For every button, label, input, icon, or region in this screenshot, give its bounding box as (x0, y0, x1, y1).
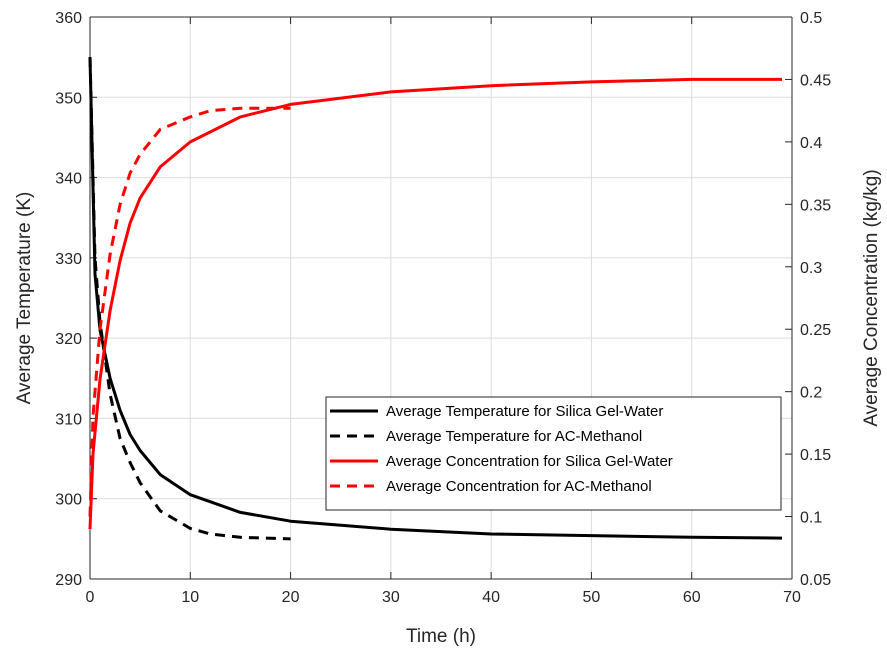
y-left-tick-label: 350 (55, 90, 82, 107)
legend-box (325, 396, 782, 511)
legend-label-2: Average Temperature for AC-Methanol (386, 428, 642, 445)
y-left-tick-label: 310 (55, 411, 82, 428)
y-right-tick-label: 0.05 (800, 572, 831, 589)
y-right-tick-label: 0.45 (800, 72, 831, 89)
y-left-tick-labels: 290 300 310 320 330 340 350 360 (55, 10, 82, 589)
axes (89, 16, 793, 580)
y-left-tick-label: 290 (55, 572, 82, 589)
y-left-axis-title: Average Temperature (K) (14, 192, 35, 405)
x-tick-label: 70 (783, 589, 801, 606)
y-left-tick-label: 300 (55, 492, 82, 509)
y-right-tick-label: 0.15 (800, 447, 831, 464)
x-tick-label: 0 (86, 589, 95, 606)
y-right-tick-label: 0.3 (800, 260, 822, 277)
y-right-tick-labels: 0.05 0.1 0.15 0.2 0.25 0.3 0.35 0.4 0.45 0.5 (800, 10, 831, 589)
x-tick-label: 20 (282, 589, 300, 606)
data-series (88, 57, 783, 541)
legend-label-3: Average Concentration for Silica Gel-Wat… (386, 453, 673, 470)
series-line-4 (88, 106, 291, 517)
y-right-tick-label: 0.1 (800, 510, 822, 527)
x-tick-label: 40 (482, 589, 500, 606)
grid-lines (90, 17, 792, 579)
y-left-tick-label: 360 (55, 10, 82, 27)
x-tick-labels: 0 10 20 30 40 50 60 70 (86, 589, 801, 606)
x-tick-label: 10 (181, 589, 199, 606)
y-right-tick-label: 0.2 (800, 385, 822, 402)
series-line-3 (88, 77, 782, 530)
x-axis-title: Time (h) (406, 626, 476, 647)
legend-label-4: Average Concentration for AC-Methanol (386, 478, 652, 495)
x-tick-label: 50 (583, 589, 601, 606)
y-right-tick-label: 0.4 (800, 135, 822, 152)
legend-label-1: Average Temperature for Silica Gel-Water (386, 403, 663, 420)
x-tick-label: 60 (683, 589, 701, 606)
y-left-tick-label: 340 (55, 171, 82, 188)
y-left-tick-label: 320 (55, 331, 82, 348)
y-right-tick-label: 0.25 (800, 322, 831, 339)
y-left-tick-label: 330 (55, 251, 82, 268)
y-right-tick-label: 0.35 (800, 197, 831, 214)
legend: Average Temperature for Silica Gel-Water… (325, 396, 782, 511)
y-right-tick-label: 0.5 (800, 10, 822, 27)
x-tick-label: 30 (382, 589, 400, 606)
series-line-2 (88, 57, 291, 541)
y-right-axis-title: Average Concentration (kg/kg) (861, 169, 882, 426)
